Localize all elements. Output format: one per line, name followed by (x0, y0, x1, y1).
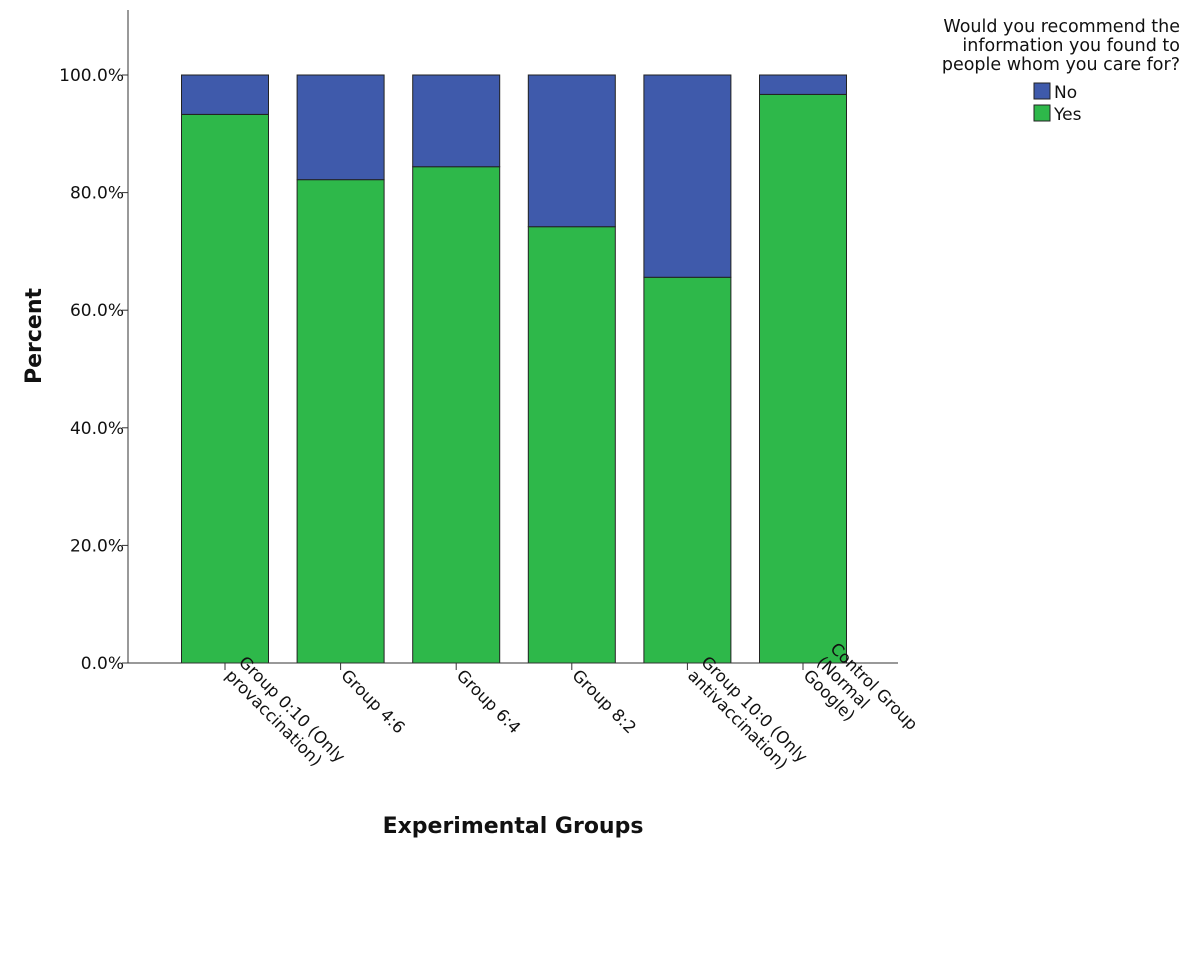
bar-yes-4 (643, 276, 732, 664)
x-tick-label: Group 8:2 (568, 666, 639, 737)
x-tick-label: Group 0:10 (Onlyprovaccination) (222, 652, 349, 779)
x-tick-label: Group 10:0 (Onlyantivaccination) (684, 652, 811, 779)
bar-no-0 (181, 74, 269, 115)
y-ticks-layer: 0.0% 20.0% 40.0% 60.0% 80.0% 100.0% (59, 66, 128, 674)
x-tick-label: Group 4:6 (337, 666, 408, 737)
legend-swatch-no (1033, 82, 1051, 100)
x-tick-label: Group 6:4 (453, 666, 524, 737)
bar-yes-3 (527, 226, 616, 664)
bar-yes-5 (759, 93, 847, 664)
bar-yes-0 (181, 113, 269, 664)
legend-label-yes: Yes (1053, 105, 1082, 125)
bar-yes-2 (412, 166, 501, 664)
legend-label-no: No (1054, 83, 1077, 103)
bar-no-4 (643, 74, 732, 278)
bar-no-2 (412, 74, 501, 168)
bar-yes-1 (296, 179, 385, 664)
y-tick-label: 40.0% (70, 419, 124, 439)
legend-title-line: Would you recommend the (943, 17, 1180, 37)
bar-no-1 (296, 74, 385, 181)
legend-title-line: people whom you care for? (942, 55, 1180, 75)
x-axis-title: Experimental Groups (383, 814, 644, 839)
y-tick-label: 20.0% (70, 536, 124, 556)
bars-layer (181, 74, 847, 664)
y-tick-label: 60.0% (70, 301, 124, 321)
axes-layer (127, 10, 898, 664)
y-tick-label: 100.0% (59, 66, 124, 86)
legend-swatch-yes (1033, 104, 1051, 122)
y-tick-label: 80.0% (70, 184, 124, 204)
bar-no-3 (527, 74, 616, 228)
bar-no-5 (759, 74, 847, 95)
legend-title-line: information you found to (962, 36, 1180, 56)
y-tick-label: 0.0% (81, 654, 124, 674)
y-axis-title: Percent (22, 288, 47, 385)
